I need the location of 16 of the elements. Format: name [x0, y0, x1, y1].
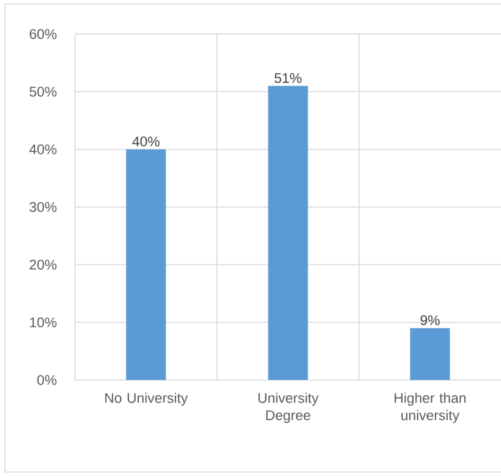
- y-tick-label: 0%: [37, 375, 56, 385]
- y-tick-label: 60%: [30, 29, 56, 39]
- data-label: 51%: [274, 73, 302, 83]
- x-tick-label: University Degree: [258, 392, 319, 423]
- x-tick-label: Higher than university: [394, 392, 466, 423]
- data-label: 40%: [132, 136, 160, 146]
- data-label: 9%: [420, 315, 440, 326]
- bar: [410, 328, 450, 380]
- y-tick-label: 10%: [30, 317, 56, 328]
- y-tick-label: 20%: [30, 260, 56, 270]
- x-tick-label: No University: [105, 392, 188, 406]
- y-tick-label: 30%: [30, 202, 56, 212]
- bar: [268, 86, 308, 380]
- y-tick-label: 40%: [29, 144, 56, 154]
- bar: [126, 149, 166, 380]
- y-tick-label: 50%: [30, 86, 56, 97]
